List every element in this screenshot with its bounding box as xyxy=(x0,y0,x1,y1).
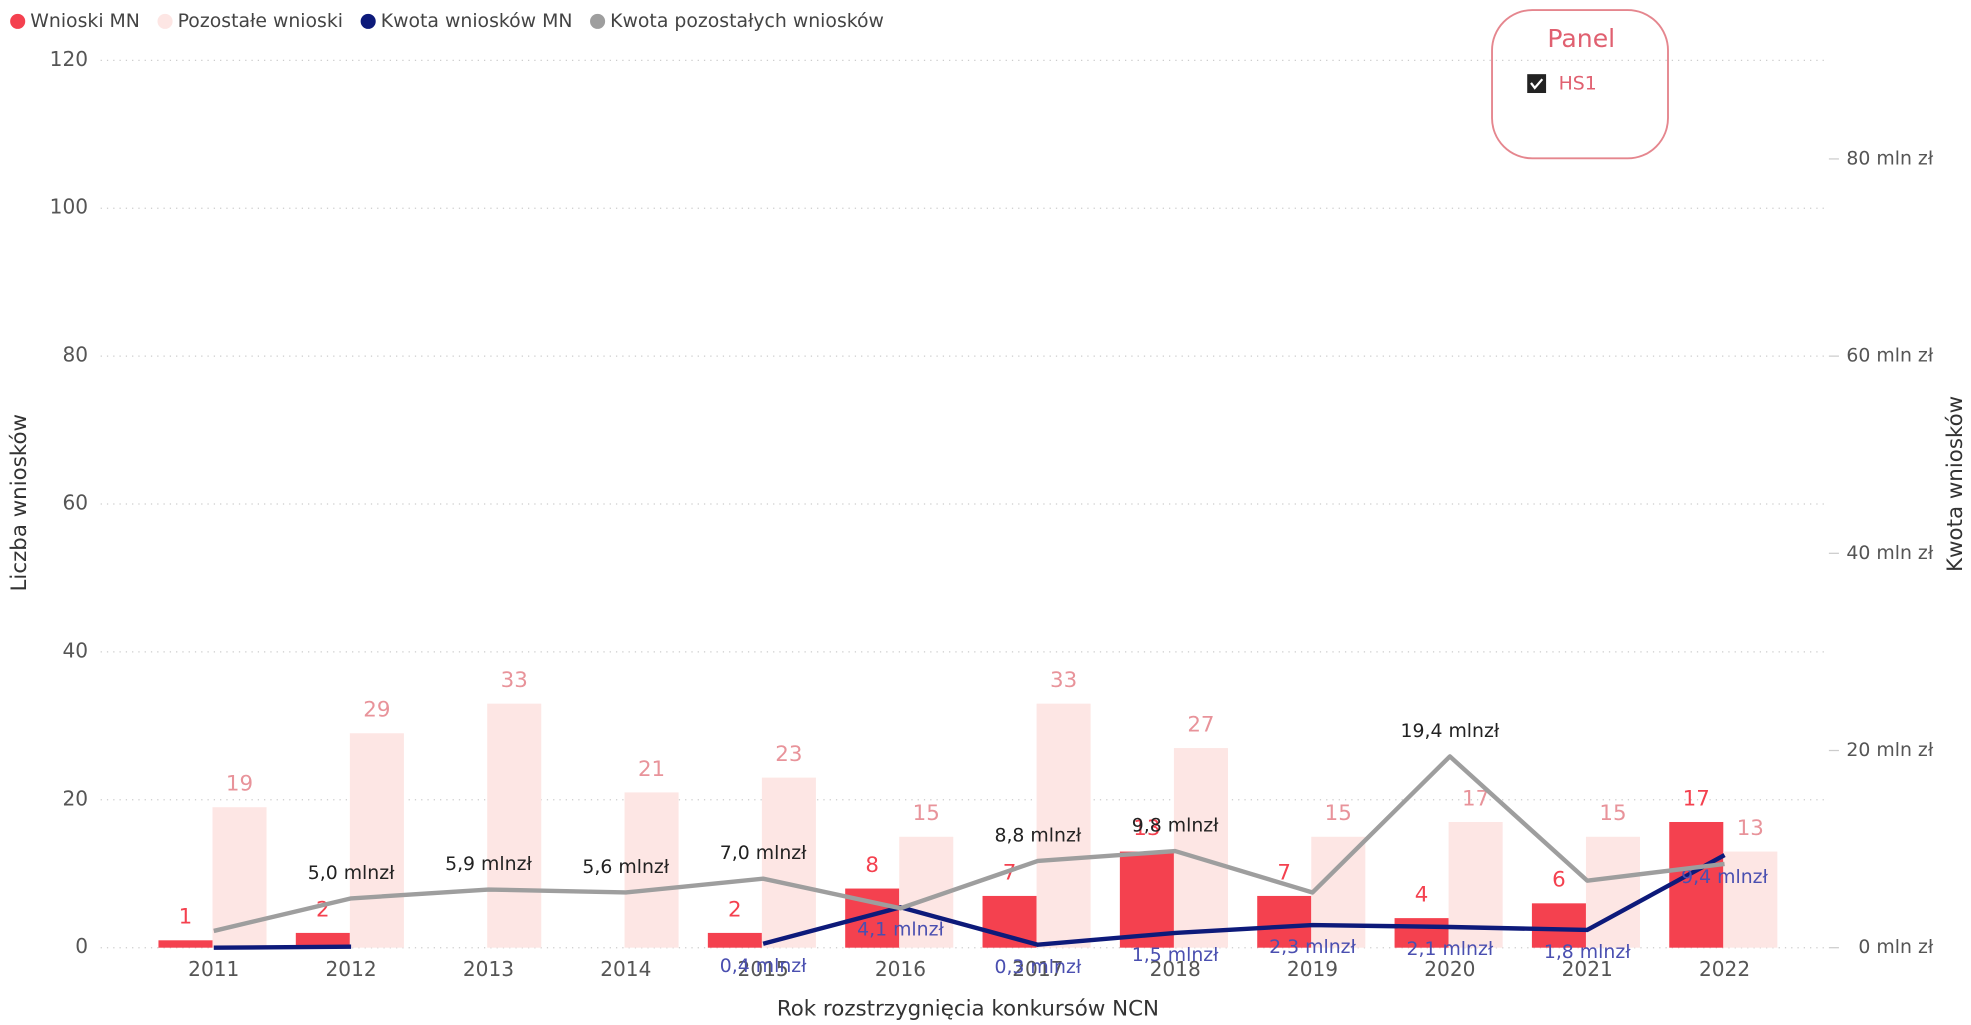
bar xyxy=(1257,895,1312,948)
line-value-label: 7,0 mlnzł xyxy=(720,843,807,864)
bar-value-label: 1 xyxy=(179,905,193,930)
line-value-label: 5,0 mlnzł xyxy=(308,863,395,884)
check-mark xyxy=(1530,78,1544,90)
legend-marker xyxy=(590,13,606,29)
y2-tick-label: 60 mln zł xyxy=(1846,346,1933,367)
x-tick-label: 2014 xyxy=(600,957,651,981)
legend-label: Kwota pozostałych wniosków xyxy=(610,11,884,32)
legend-marker xyxy=(360,13,376,29)
panel-item[interactable]: HS1 xyxy=(1559,74,1597,95)
x-tick-label: 2011 xyxy=(188,957,239,981)
x-tick-label: 2015 xyxy=(738,957,789,981)
bar-value-label: 15 xyxy=(1325,801,1352,826)
bar xyxy=(761,777,816,948)
legend-label: Kwota wniosków MN xyxy=(381,11,573,32)
y2-tick-label: 0 mln zł xyxy=(1858,937,1933,958)
bar-value-label: 4 xyxy=(1415,882,1429,907)
line xyxy=(213,754,1725,934)
bar-value-label: 19 xyxy=(226,772,253,797)
checkbox[interactable] xyxy=(1527,74,1547,94)
bar-value-label: 23 xyxy=(775,742,802,767)
line-value-label: 5,9 mlnzł xyxy=(445,854,532,875)
y-axis-title: Liczba wniosków xyxy=(7,414,32,592)
line xyxy=(213,853,1726,950)
bar-value-label: 13 xyxy=(1737,816,1764,841)
y-tick-label: 100 xyxy=(50,195,88,219)
bar-value-label: 13 xyxy=(1133,816,1160,841)
bar-value-label: 17 xyxy=(1683,786,1710,811)
x-tick-label: 2018 xyxy=(1150,957,1201,981)
line-value-label: 8,8 mlnzł xyxy=(994,825,1081,846)
bar-value-label: 15 xyxy=(913,801,940,826)
bar-value-label: 15 xyxy=(1599,801,1626,826)
x-tick-label: 2021 xyxy=(1562,957,1613,981)
y2-axis-title: Kwota wniosków xyxy=(1943,396,1968,572)
y-tick-label: 0 xyxy=(75,934,88,958)
y-tick-label: 120 xyxy=(50,47,88,71)
bar-value-label: 8 xyxy=(865,853,879,878)
bar xyxy=(1585,836,1641,948)
bar-value-label: 29 xyxy=(363,698,390,723)
line-value-label: 0,4 mlnzł xyxy=(720,956,807,977)
legend-marker xyxy=(157,13,173,29)
bar xyxy=(1036,703,1091,948)
bar xyxy=(349,733,404,948)
line-value-label: 19,4 mlnzł xyxy=(1400,721,1499,742)
bar xyxy=(1311,836,1366,948)
line-value-label: 4,1 mlnzł xyxy=(857,919,944,940)
bar-value-label: 27 xyxy=(1187,712,1214,737)
legend-label: Pozostałe wnioski xyxy=(178,11,343,32)
x-tick-label: 2017 xyxy=(1012,957,1063,981)
line-value-label: 2,3 mlnzł xyxy=(1269,937,1356,958)
bar xyxy=(1669,821,1724,948)
bar xyxy=(1723,851,1778,948)
bar xyxy=(295,932,350,948)
x-tick-label: 2020 xyxy=(1424,957,1475,981)
y-tick-label: 80 xyxy=(62,343,88,367)
bar xyxy=(1531,903,1586,948)
legend-label: Wnioski MN xyxy=(30,11,140,32)
line-value-label: 2,1 mlnzł xyxy=(1406,939,1493,960)
y-tick-label: 60 xyxy=(62,491,88,515)
panel-title: Panel xyxy=(1547,24,1615,53)
bar xyxy=(487,703,542,948)
y-tick-label: 20 xyxy=(62,786,88,810)
line-value-label: 1,5 mlnzł xyxy=(1132,945,1219,966)
line-value-label: 0,3 mlnzł xyxy=(994,957,1081,978)
bar-value-label: 6 xyxy=(1552,868,1566,893)
line-value-label: 9,8 mlnzł xyxy=(1132,815,1219,836)
bar xyxy=(1394,918,1449,948)
x-tick-label: 2022 xyxy=(1699,957,1750,981)
y-tick-label: 40 xyxy=(62,638,88,662)
bar-value-label: 2 xyxy=(316,897,330,922)
line-value-label: 5,6 mlnzł xyxy=(582,857,669,878)
bar xyxy=(624,792,679,948)
bar-value-label: 33 xyxy=(501,668,528,693)
bar-value-label: 21 xyxy=(638,757,665,782)
x-tick-label: 2016 xyxy=(875,957,926,981)
bar xyxy=(1173,748,1228,948)
line-value-label: 1,8 mlnzł xyxy=(1544,942,1631,963)
bar xyxy=(707,932,762,948)
bar-value-label: 33 xyxy=(1050,668,1077,693)
x-tick-label: 2019 xyxy=(1287,957,1338,981)
panel-slicer: Panel HS1 xyxy=(1491,9,1669,160)
y2-tick-label: 80 mln zł xyxy=(1846,148,1933,169)
bar xyxy=(158,940,213,948)
y2-tick-label: 20 mln zł xyxy=(1846,740,1933,761)
panel-frame xyxy=(1491,9,1669,160)
x-axis-title: Rok rozstrzygnięcia konkursów NCN xyxy=(777,996,1159,1021)
x-tick-label: 2012 xyxy=(326,957,377,981)
line-value-label: 9,4 mlnzł xyxy=(1681,867,1768,888)
bar-value-label: 7 xyxy=(1277,860,1291,885)
legend-marker xyxy=(10,13,26,29)
bar-value-label: 2 xyxy=(728,897,742,922)
x-tick-label: 2013 xyxy=(463,957,514,981)
y2-tick-label: 40 mln zł xyxy=(1846,543,1933,564)
